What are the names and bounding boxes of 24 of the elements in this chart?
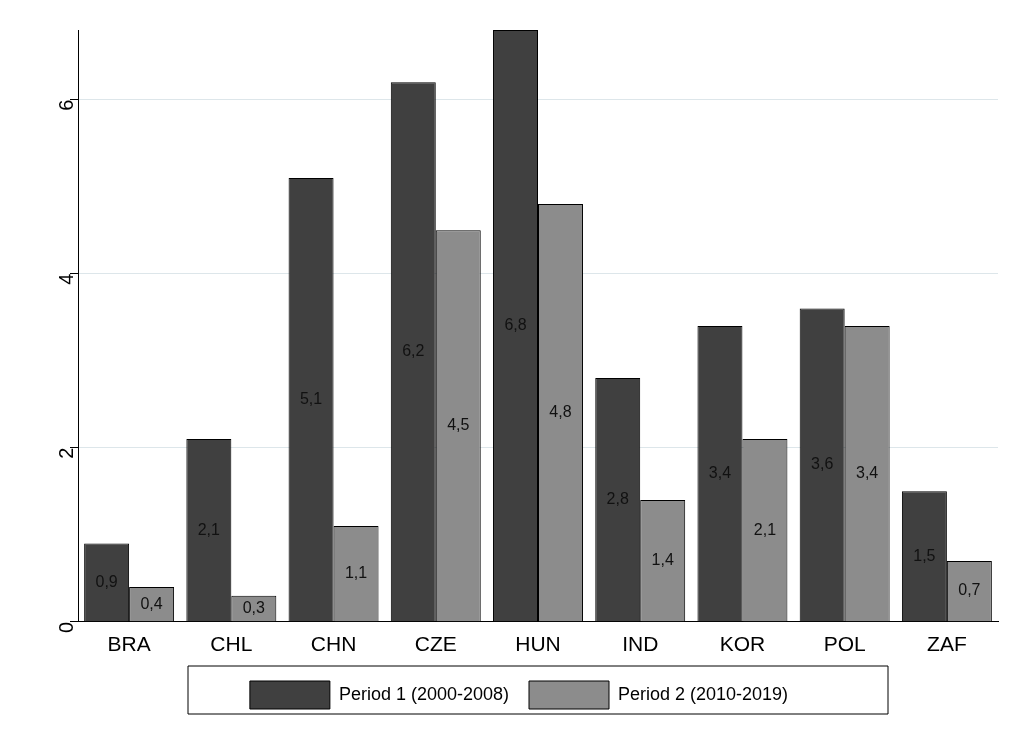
x-tick-label: ZAF — [927, 632, 967, 656]
data-label: 0,3 — [242, 598, 266, 616]
data-label: 4,5 — [447, 416, 470, 434]
x-tick-label: POL — [823, 632, 866, 656]
x-tick-label: CHN — [310, 632, 357, 656]
x-tick-label: BRA — [107, 632, 151, 656]
x-tick-label: KOR — [719, 632, 766, 656]
data-label: 1,4 — [651, 551, 674, 569]
x-tick-label: CZE — [414, 632, 457, 656]
y-tick-label: 0 — [54, 621, 77, 633]
x-tick-label: IND — [622, 632, 659, 656]
data-label: 0,7 — [958, 581, 981, 599]
y-tick-label: 6 — [54, 99, 77, 111]
data-label: 0,4 — [140, 594, 163, 612]
legend-label: Period 2 (2010-2019) — [618, 683, 789, 704]
y-tick-label: 4 — [54, 273, 77, 285]
data-label: 3,4 — [856, 464, 879, 482]
data-label: 2,1 — [753, 520, 777, 538]
data-label: 1,1 — [344, 564, 368, 582]
x-tick-label: CHL — [210, 632, 253, 656]
legend-label: Period 1 (2000-2008) — [338, 683, 510, 704]
x-tick-label: HUN — [515, 632, 561, 656]
y-tick-label: 2 — [54, 447, 77, 459]
data-label: 4,8 — [549, 403, 572, 421]
